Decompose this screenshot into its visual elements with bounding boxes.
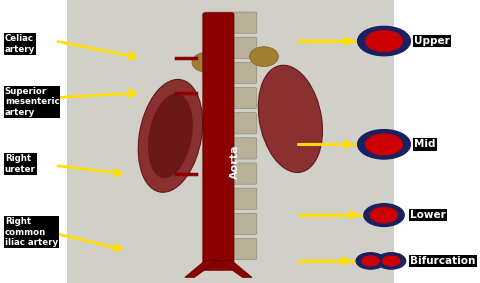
- FancyBboxPatch shape: [204, 238, 257, 260]
- Text: Right
common
iliac artery: Right common iliac artery: [5, 217, 58, 247]
- Ellipse shape: [362, 256, 379, 266]
- FancyBboxPatch shape: [204, 87, 257, 109]
- FancyBboxPatch shape: [204, 138, 257, 159]
- Text: Mid: Mid: [414, 139, 435, 149]
- Polygon shape: [185, 260, 218, 277]
- Text: Lower: Lower: [410, 210, 446, 220]
- FancyBboxPatch shape: [67, 0, 394, 283]
- Ellipse shape: [383, 256, 400, 266]
- FancyBboxPatch shape: [204, 62, 257, 83]
- FancyBboxPatch shape: [204, 37, 257, 58]
- FancyBboxPatch shape: [204, 163, 257, 184]
- Ellipse shape: [377, 253, 406, 269]
- Text: Superior
mesenteric
artery: Superior mesenteric artery: [5, 87, 60, 117]
- Ellipse shape: [192, 52, 221, 72]
- Text: Aorta: Aorta: [230, 144, 240, 179]
- Polygon shape: [218, 260, 252, 277]
- Ellipse shape: [366, 31, 402, 52]
- FancyBboxPatch shape: [204, 188, 257, 209]
- Ellipse shape: [250, 47, 278, 67]
- Ellipse shape: [138, 80, 203, 192]
- Ellipse shape: [371, 207, 397, 223]
- Ellipse shape: [148, 94, 193, 178]
- FancyBboxPatch shape: [204, 213, 257, 235]
- FancyBboxPatch shape: [204, 12, 257, 33]
- Text: Upper: Upper: [414, 36, 449, 46]
- Ellipse shape: [366, 134, 402, 155]
- FancyBboxPatch shape: [204, 113, 257, 134]
- Text: Celiac
artery: Celiac artery: [5, 34, 35, 53]
- Ellipse shape: [358, 26, 410, 56]
- Ellipse shape: [364, 204, 404, 226]
- FancyBboxPatch shape: [203, 13, 234, 270]
- Ellipse shape: [356, 253, 385, 269]
- Text: Bifurcation: Bifurcation: [410, 256, 476, 266]
- Ellipse shape: [258, 65, 323, 172]
- Ellipse shape: [358, 130, 410, 159]
- Text: Right
ureter: Right ureter: [5, 155, 36, 174]
